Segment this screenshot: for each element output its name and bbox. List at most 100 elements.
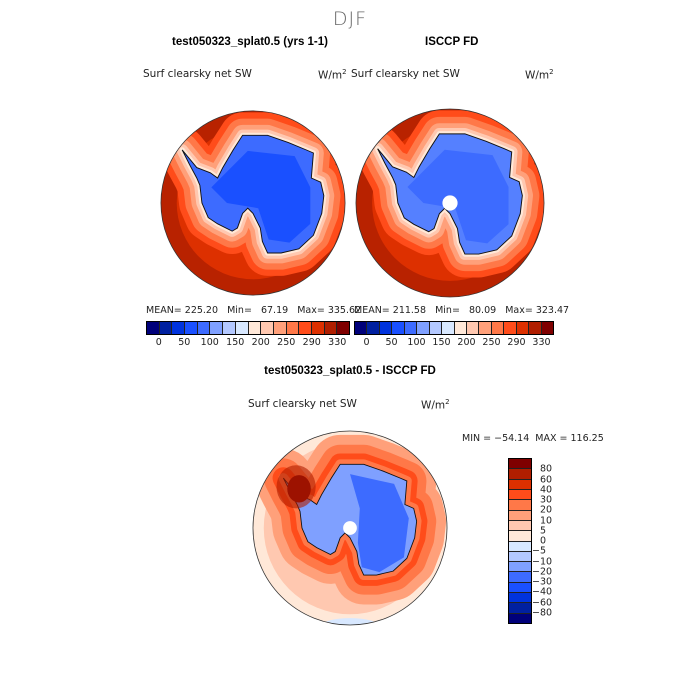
panel-3-title: test050323_splat0.5 - ISCCP FD [264,365,436,377]
colorbar-box [311,322,325,334]
colorbar-box [159,322,173,334]
colorbar-tick-label: 100 [407,337,426,348]
units-text: W/m [525,69,550,82]
map-difference [252,430,448,626]
colorbar-box [367,322,380,334]
colorbar-box [509,459,531,470]
continent-field-inner [211,150,311,243]
colorbar-box [417,322,430,334]
colorbar-tick-label: −5 [532,545,547,557]
colorbar-box [509,572,531,583]
colorbar-tick-label: 330 [532,337,551,348]
panel-1-variable: Surf clearsky net SW [143,68,252,80]
colorbar-box [248,322,262,334]
coastline [181,134,325,254]
colorbar-box [442,322,455,334]
colorbar-tick-label: −20 [532,566,553,578]
panel-3-variable: Surf clearsky net SW [248,398,357,410]
panel-3-units: W/m2 [421,398,450,412]
panel-2-units: W/m2 [525,68,554,82]
panel-1-units: W/m2 [318,68,347,82]
units-sup: 2 [342,68,347,76]
colorbar-tick-label: 0 [363,337,370,348]
colorbar-box [210,322,224,334]
halo [355,110,545,278]
colorbar-box [261,322,274,334]
colorbar-box [197,322,211,334]
colorbar-tick-label: −80 [532,607,553,619]
colorbar-box [355,322,368,334]
colorbar-tick-label: 0 [540,535,547,547]
colorbar-box [509,500,531,511]
colorbar-tick-label: 5 [540,525,547,537]
colorbar-box [479,322,492,334]
colorbar-tick-label: 20 [540,504,553,516]
map-field [160,110,346,296]
colorbar-box [516,322,530,334]
colorbar-tick-label: 80 [540,463,553,475]
units-sup: 2 [549,68,554,76]
colorbar-box [392,322,405,334]
colorbar-tick-label: −40 [532,586,553,598]
map-border [355,108,545,298]
missing-pole [442,195,458,211]
colorbar-tick-label: 250 [482,337,501,348]
colorbar-box [491,322,505,334]
colorbar-tick-label: 330 [328,337,347,348]
colorbar-box [509,603,531,614]
colorbar-box [379,322,393,334]
colorbar-box [324,322,338,334]
panel-2-variable: Surf clearsky net SW [351,68,460,80]
map-border [252,430,448,626]
colorbar-box [509,541,531,552]
colorbar-box [509,479,531,490]
halo [160,112,346,276]
panel-1-stats: MEAN= 225.20 Min= 67.19 Max= 335.62 [146,305,362,316]
ocean-anomaly [320,618,380,626]
colorbar-box [509,551,531,563]
colorbar-box [172,322,186,334]
colorbar-box [504,322,517,334]
colorbar-box [541,322,553,334]
colorbar-box [454,322,467,334]
colorbar-isccp [354,321,554,335]
colorbar-box [185,322,198,334]
colorbar-box [509,613,531,623]
colorbar-box [509,531,531,542]
colorbar-box [529,322,542,334]
colorbar-difference [508,458,532,624]
colorbar-tick-label: 60 [540,474,553,485]
anomaly-max-halo [276,465,316,509]
colorbar-box [286,322,300,334]
colorbar-model [146,321,350,335]
colorbar-box [509,469,531,480]
colorbar-box [404,322,418,334]
map-model [160,110,346,296]
colorbar-box [337,322,349,334]
colorbar-box [299,322,312,334]
colorbar-box [509,520,531,532]
colorbar-box [429,322,443,334]
colorbar-tick-label: 150 [432,337,451,348]
panel-2-stats: MEAN= 211.58 Min= 80.09 Max= 323.47 [354,305,570,316]
colorbar-box [509,593,531,604]
panel-3-stats: MIN = −54.14 MAX = 116.25 [462,433,604,444]
colorbar-box [466,322,480,334]
map-border [160,110,346,296]
panel-2-title: ISCCP FD [425,36,479,48]
colorbar-tick-label: 290 [302,337,321,348]
colorbar-tick-label: 200 [251,337,270,348]
colorbar-tick-label: −30 [532,576,553,588]
units-text: W/m [318,69,343,82]
colorbar-tick-label: 10 [540,515,553,526]
units-sup: 2 [445,398,450,406]
map-isccp [355,108,545,298]
map-field [252,430,448,626]
colorbar-tick-label: 250 [277,337,296,348]
colorbar-box [509,582,531,594]
colorbar-tick-label: 50 [178,337,191,348]
figure-title: DJF [332,8,368,30]
colorbar-tick-label: 0 [155,337,162,348]
colorbar-tick-label: 30 [540,494,553,506]
panel-1-title: test050323_splat0.5 (yrs 1-1) [172,36,328,48]
